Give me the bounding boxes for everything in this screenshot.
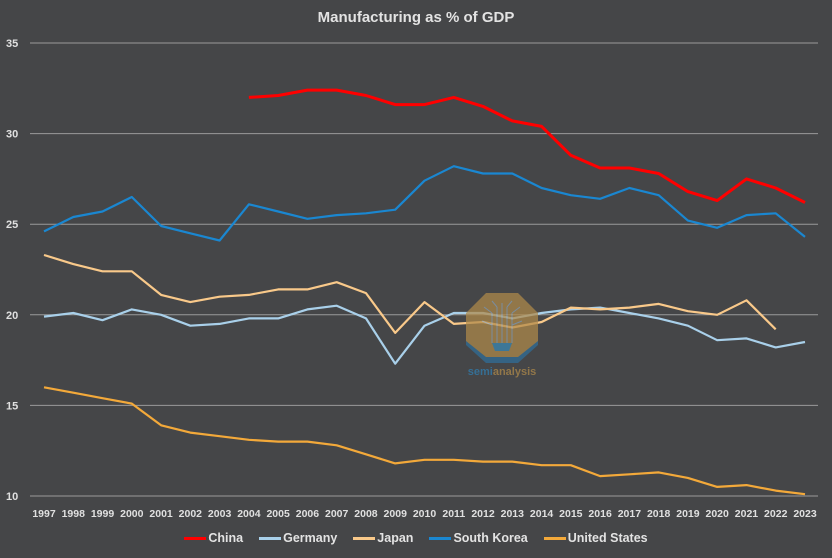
x-tick-label: 2003	[208, 508, 232, 520]
x-tick-label: 2022	[764, 508, 788, 520]
legend-item-germany: Germany	[259, 531, 337, 545]
legend-swatch-china	[184, 536, 207, 540]
watermark-text-semi: semi	[467, 366, 493, 378]
series-line-germany	[43, 304, 806, 365]
y-axis-ticks: 10 15 20 25 30 35	[6, 38, 18, 503]
x-tick-label: 2009	[384, 508, 408, 520]
x-tick-label: 2019	[676, 508, 700, 520]
x-tick-label: 2006	[296, 508, 320, 520]
legend-swatch-japan	[353, 536, 376, 540]
legend-swatch-south-korea	[429, 536, 452, 540]
semianalysis-watermark: semianalysis	[464, 293, 540, 383]
watermark-text-analysis: analysis	[492, 366, 537, 378]
y-tick-label: 15	[6, 400, 18, 412]
y-tick-label: 10	[6, 491, 18, 503]
gridlines	[30, 42, 818, 497]
x-tick-label: 2021	[735, 508, 759, 520]
series-lines	[43, 88, 806, 496]
x-tick-label: 2007	[325, 508, 349, 520]
x-tick-label: 2001	[149, 508, 173, 520]
chart-title: Manufacturing as % of GDP	[317, 9, 515, 26]
y-tick-label: 20	[6, 310, 18, 322]
x-tick-label: 2012	[471, 508, 495, 520]
watermark-text: semianalysis	[460, 366, 544, 378]
x-tick-label: 2017	[618, 508, 642, 520]
legend-item-japan: Japan	[353, 531, 413, 545]
x-tick-label: 2016	[588, 508, 612, 520]
x-tick-label: 2011	[442, 508, 465, 520]
legend-label: Japan	[377, 531, 414, 545]
legend-swatch-germany	[259, 536, 282, 540]
x-tick-label: 2023	[793, 508, 817, 520]
x-tick-label: 2010	[413, 508, 437, 520]
legend-label: United States	[567, 531, 648, 545]
x-tick-label: 1999	[91, 508, 115, 520]
x-tick-label: 2020	[706, 508, 730, 520]
x-tick-label: 2015	[559, 508, 583, 520]
semianalysis-logo-icon	[466, 293, 538, 363]
x-tick-label: 1997	[32, 508, 56, 520]
legend-label: South Korea	[453, 531, 528, 545]
x-tick-label: 2000	[120, 508, 144, 520]
x-tick-label: 2014	[530, 508, 554, 520]
legend-label: Germany	[283, 531, 338, 545]
series-line-japan	[43, 253, 777, 334]
x-tick-label: 2002	[179, 508, 203, 520]
x-tick-label: 2005	[266, 508, 290, 520]
x-axis-ticks: 1997 1998 1999 2000 2001 2002 2003 2004 2005 2006…	[32, 508, 817, 520]
y-tick-label: 25	[6, 219, 18, 231]
y-tick-label: 35	[6, 38, 18, 50]
legend-item-united-states: United States	[543, 531, 648, 545]
series-line-united-states	[43, 386, 806, 496]
legend-item-south-korea: South Korea	[429, 531, 528, 545]
x-tick-label: 2008	[354, 508, 378, 520]
series-line-china	[248, 88, 806, 204]
x-tick-label: 2013	[501, 508, 525, 520]
x-tick-label: 2004	[237, 508, 261, 520]
legend-swatch-united-states	[543, 536, 566, 540]
legend: China Germany Japan South Korea United State…	[0, 531, 832, 545]
legend-item-china: China	[184, 531, 243, 545]
series-line-south-korea	[43, 165, 806, 242]
x-tick-label: 1998	[62, 508, 86, 520]
y-tick-label: 30	[6, 129, 18, 141]
legend-label: China	[208, 531, 244, 545]
x-tick-label: 2018	[647, 508, 671, 520]
